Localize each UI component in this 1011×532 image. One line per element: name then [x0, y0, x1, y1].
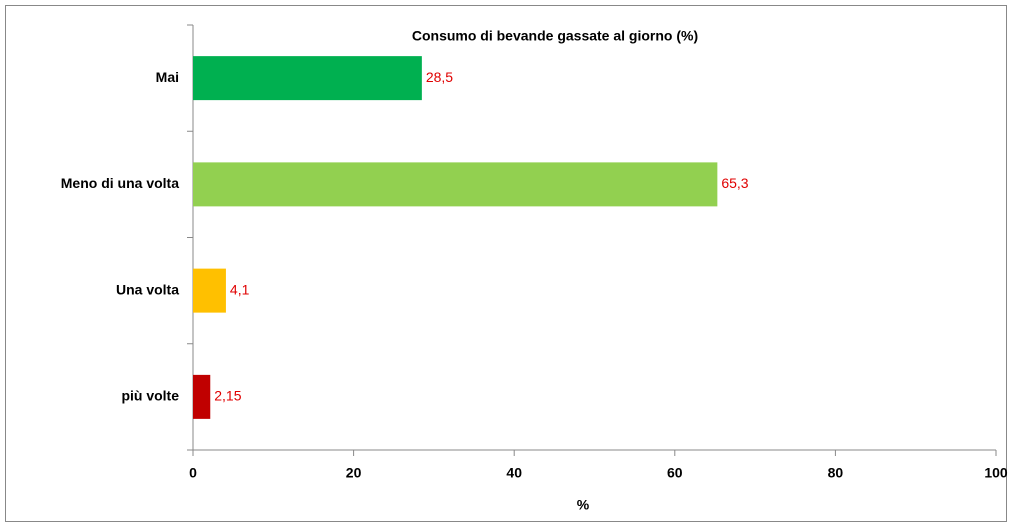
y-tick-label: più volte	[121, 388, 179, 404]
chart-title: Consumo di bevande gassate al giorno (%)	[412, 28, 698, 44]
chart-border	[5, 5, 1007, 522]
bar	[193, 268, 226, 313]
y-tick-label: Una volta	[116, 281, 179, 297]
bar	[193, 162, 718, 207]
x-tick-label: 40	[506, 465, 522, 481]
data-label: 4,1	[230, 281, 250, 297]
data-label: 2,15	[214, 388, 241, 404]
x-tick-label: 100	[984, 465, 1008, 481]
x-tick-label: 60	[667, 465, 683, 481]
x-tick-label: 20	[346, 465, 362, 481]
y-tick-label: Meno di una volta	[61, 175, 179, 191]
y-tick-label: Mai	[156, 69, 179, 85]
bar	[193, 56, 422, 101]
x-tick-label: 0	[189, 465, 197, 481]
bar	[193, 374, 211, 419]
data-label: 65,3	[721, 175, 748, 191]
x-tick-label: 80	[828, 465, 844, 481]
x-axis-label: %	[577, 497, 590, 513]
data-label: 28,5	[426, 69, 453, 85]
